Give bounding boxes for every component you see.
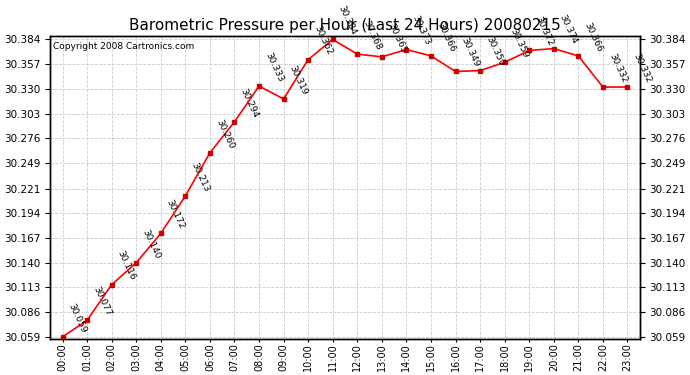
Text: 30.365: 30.365 [386, 22, 408, 54]
Text: 30.172: 30.172 [165, 198, 186, 231]
Text: 30.350: 30.350 [484, 35, 506, 68]
Text: 30.384: 30.384 [337, 4, 358, 37]
Text: 30.213: 30.213 [190, 161, 211, 193]
Text: 30.333: 30.333 [263, 51, 285, 83]
Title: Barometric Pressure per Hour (Last 24 Hours) 20080215: Barometric Pressure per Hour (Last 24 Ho… [129, 18, 561, 33]
Text: 30.140: 30.140 [140, 228, 162, 260]
Text: 30.366: 30.366 [435, 21, 457, 53]
Text: 30.349: 30.349 [460, 36, 481, 69]
Text: 30.366: 30.366 [582, 21, 604, 53]
Text: 30.294: 30.294 [239, 87, 260, 119]
Text: 30.319: 30.319 [288, 64, 309, 96]
Text: 30.368: 30.368 [362, 19, 383, 51]
Text: 30.059: 30.059 [67, 302, 88, 334]
Text: Copyright 2008 Cartronics.com: Copyright 2008 Cartronics.com [53, 42, 195, 51]
Text: 30.373: 30.373 [411, 14, 432, 47]
Text: 30.116: 30.116 [116, 249, 137, 282]
Text: 30.332: 30.332 [631, 52, 653, 84]
Text: 30.362: 30.362 [313, 24, 334, 57]
Text: 30.332: 30.332 [607, 52, 629, 84]
Text: 30.372: 30.372 [533, 15, 555, 48]
Text: 30.260: 30.260 [214, 118, 235, 150]
Text: 30.374: 30.374 [558, 13, 580, 46]
Text: 30.077: 30.077 [91, 285, 112, 318]
Text: 30.359: 30.359 [509, 27, 531, 60]
